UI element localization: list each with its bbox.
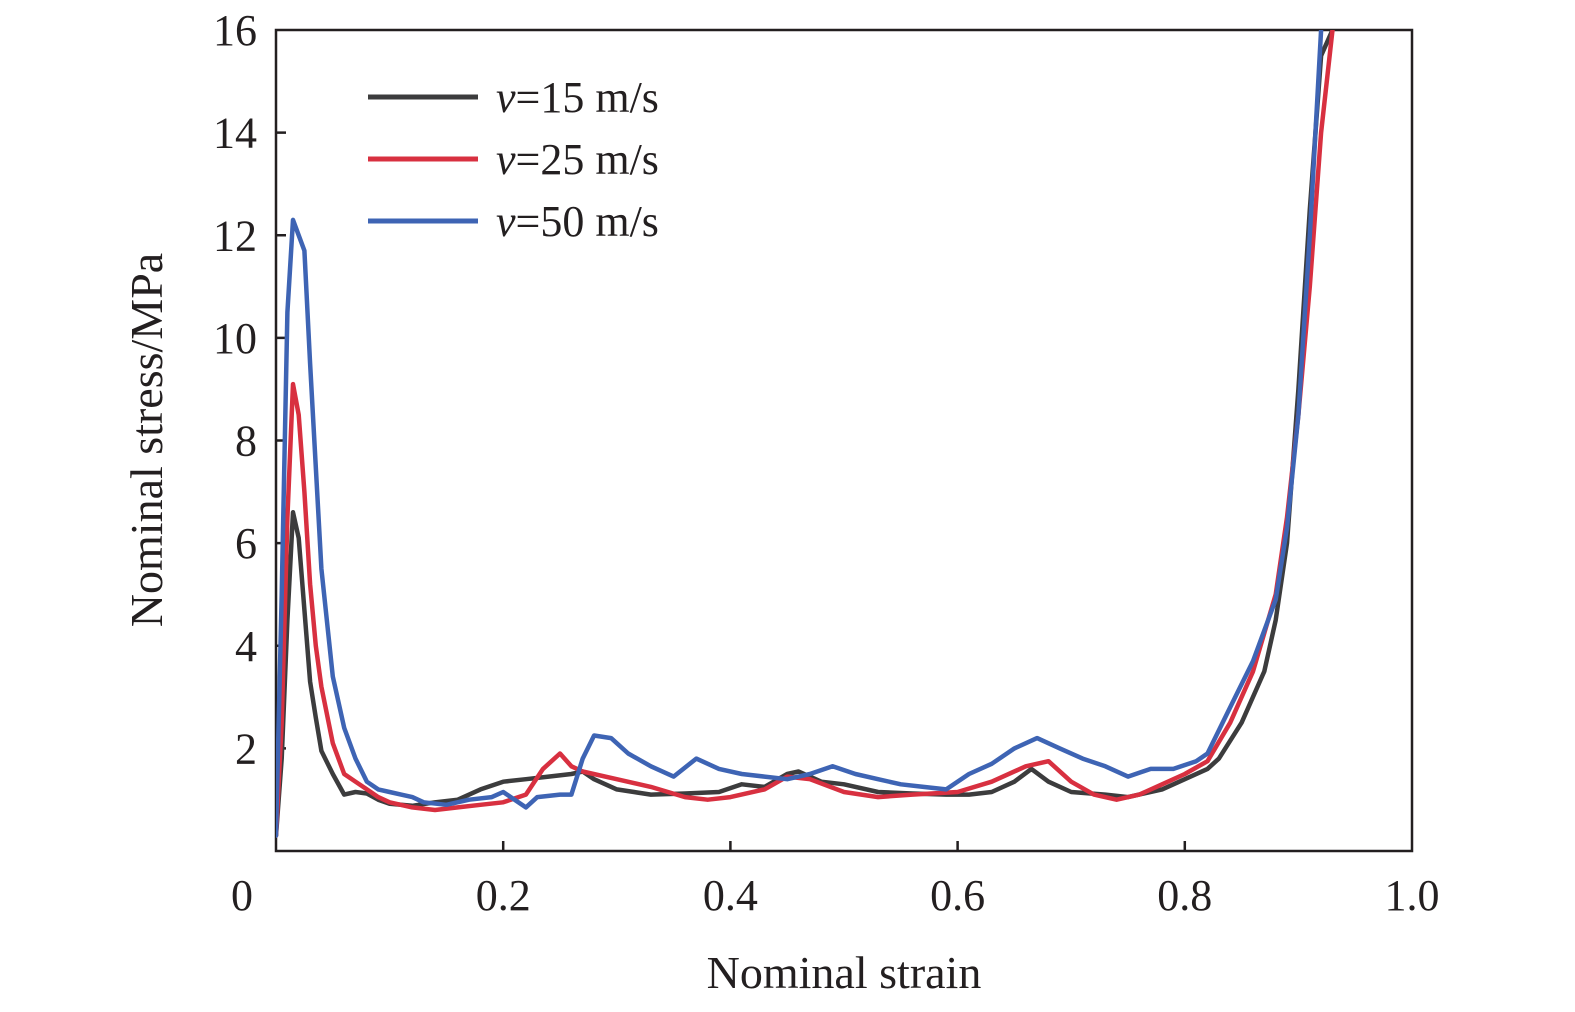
- legend-label: v=25 m/s: [496, 135, 659, 184]
- y-tick-label: 6: [235, 519, 257, 568]
- x-tick-label: 0.2: [476, 871, 531, 920]
- y-axis-title: Nominal stress/MPa: [121, 253, 172, 627]
- y-tick-label: 16: [213, 6, 257, 55]
- x-axis-title: Nominal strain: [707, 947, 982, 998]
- x-tick-label: 0: [231, 871, 253, 920]
- legend-label: v=50 m/s: [496, 197, 659, 246]
- series-line-1: [276, 30, 1335, 838]
- series-line-2: [276, 30, 1324, 838]
- series-layer: [276, 30, 1335, 838]
- legend: v=15 m/s v=25 m/s v=50 m/s: [368, 73, 659, 246]
- x-axis: 0 0.2 0.4 0.6 0.8 1.0: [231, 841, 1440, 920]
- y-tick-label: 8: [235, 417, 257, 466]
- plot-frame: [274, 28, 1414, 853]
- y-axis: 2 4 6 8 10 12 14 16: [213, 6, 286, 773]
- y-tick-label: 10: [213, 314, 257, 363]
- legend-label: v=15 m/s: [496, 73, 659, 122]
- x-tick-label: 0.6: [930, 871, 985, 920]
- y-tick-label: 12: [213, 211, 257, 260]
- y-tick-label: 4: [235, 622, 257, 671]
- series-line-0: [276, 30, 1335, 838]
- x-tick-label: 0.4: [703, 871, 758, 920]
- y-tick-label: 2: [235, 724, 257, 773]
- x-tick-label: 0.8: [1157, 871, 1212, 920]
- y-tick-label: 14: [213, 109, 257, 158]
- x-tick-label: 1.0: [1385, 871, 1440, 920]
